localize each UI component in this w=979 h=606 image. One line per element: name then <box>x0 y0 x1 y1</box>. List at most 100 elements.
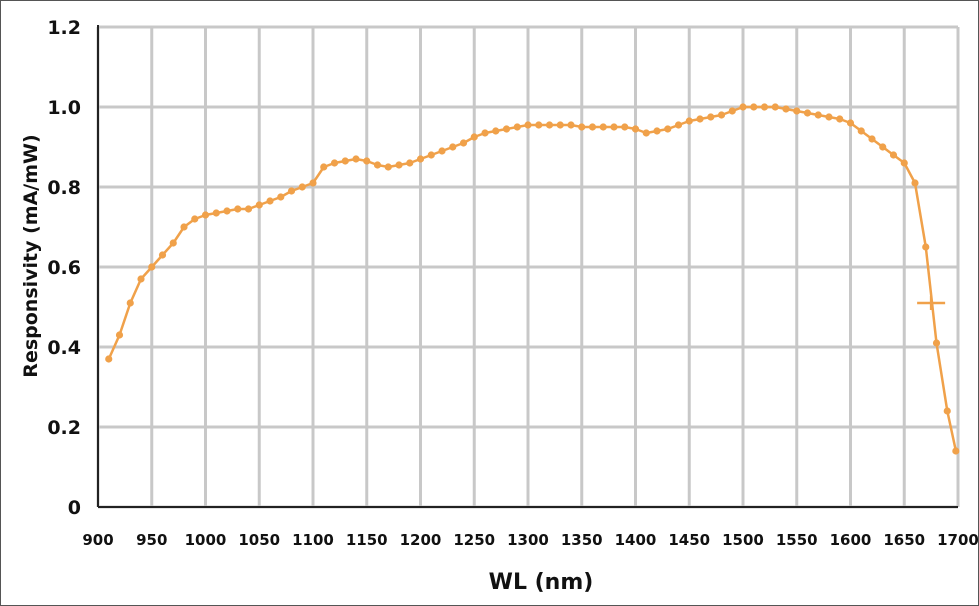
data-point <box>707 113 715 121</box>
data-point <box>277 193 285 201</box>
y-tick-label: 0.2 <box>47 417 81 439</box>
x-tick-label: 1400 <box>615 531 657 549</box>
x-tick-label: 1600 <box>830 531 872 549</box>
data-point <box>535 121 543 129</box>
data-point <box>137 275 145 283</box>
data-point <box>793 107 801 115</box>
data-point <box>180 223 188 231</box>
data-point <box>610 123 618 131</box>
data-point <box>169 239 177 247</box>
data-point <box>148 263 156 271</box>
y-tick-label: 1.0 <box>47 97 81 119</box>
data-point <box>868 135 876 143</box>
x-tick-label: 1350 <box>561 531 603 549</box>
data-point <box>631 125 640 133</box>
data-point <box>341 157 349 165</box>
data-point <box>943 407 951 415</box>
data-point <box>416 155 425 163</box>
x-tick-label: 900 <box>82 531 113 549</box>
data-point <box>255 201 263 209</box>
data-point <box>771 103 779 111</box>
x-tick-label: 1500 <box>722 531 764 549</box>
data-point <box>105 355 113 363</box>
y-tick-labels: 0 0.2 0.4 0.6 0.8 1.0 1.2 <box>47 17 81 519</box>
y-tick-label: 1.2 <box>47 17 81 39</box>
data-point <box>502 125 511 133</box>
data-point <box>696 115 704 123</box>
data-point <box>567 121 575 129</box>
data-point <box>857 127 865 135</box>
x-tick-label: 1250 <box>453 531 495 549</box>
data-point <box>739 103 747 111</box>
data-point <box>212 209 220 217</box>
data-point <box>309 179 317 187</box>
x-tick-label: 1450 <box>668 531 710 549</box>
data-point <box>449 143 457 151</box>
data-point <box>556 121 564 129</box>
x-axis-title: WL (nm) <box>489 570 594 595</box>
x-tick-label: 1100 <box>292 531 334 549</box>
x-tick-label: 1550 <box>776 531 818 549</box>
data-point <box>922 243 930 251</box>
data-point <box>750 103 758 111</box>
data-point <box>352 155 360 163</box>
data-point <box>825 113 833 121</box>
data-point <box>524 121 532 129</box>
point-markers <box>105 103 960 455</box>
data-point <box>481 129 489 137</box>
data-point <box>438 147 446 155</box>
data-point <box>545 121 554 129</box>
data-point <box>642 129 650 137</box>
data-point <box>406 159 414 167</box>
data-point <box>459 139 468 147</box>
data-point <box>900 159 908 167</box>
data-point <box>846 119 855 127</box>
y-tick-label: 0.8 <box>47 177 81 199</box>
data-point <box>513 123 521 131</box>
data-point <box>126 299 134 307</box>
data-point <box>492 127 500 135</box>
data-point <box>911 179 919 187</box>
x-tick-labels: 900 950 1000 1050 1100 1150 1200 1250 1300 1350 14… <box>82 531 978 549</box>
x-tick-label: 1000 <box>185 531 227 549</box>
data-point <box>879 143 887 151</box>
data-point <box>427 151 435 159</box>
data-point <box>782 105 790 113</box>
data-point <box>932 339 941 347</box>
x-tick-label: 1050 <box>238 531 280 549</box>
data-point <box>728 107 736 115</box>
y-tick-label: 0.4 <box>47 337 81 359</box>
data-point <box>717 111 726 119</box>
data-point <box>760 103 769 111</box>
data-point <box>384 163 392 171</box>
x-tick-label: 1150 <box>346 531 388 549</box>
y-tick-label: 0.6 <box>47 257 81 279</box>
data-point <box>889 151 898 159</box>
x-tick-label: 950 <box>136 531 167 549</box>
data-point <box>814 111 822 119</box>
data-point <box>588 123 597 131</box>
axes <box>97 25 958 508</box>
x-tick-label: 1700 <box>937 531 978 549</box>
data-point <box>234 205 242 213</box>
data-point <box>599 123 607 131</box>
data-point <box>621 123 629 131</box>
data-point <box>287 187 296 195</box>
data-point <box>952 447 960 455</box>
data-point <box>470 133 478 141</box>
x-tick-label: 1200 <box>400 531 442 549</box>
data-point <box>685 117 693 125</box>
data-point <box>664 125 672 133</box>
data-point <box>320 163 328 171</box>
x-tick-label: 1300 <box>507 531 549 549</box>
data-point <box>395 161 403 169</box>
x-tick-label: 1650 <box>883 531 925 549</box>
data-point <box>223 207 231 215</box>
y-tick-label: 0 <box>68 497 81 519</box>
data-point <box>803 109 812 117</box>
data-point <box>298 183 306 191</box>
data-point <box>244 205 253 213</box>
annotation-marker <box>917 296 946 310</box>
